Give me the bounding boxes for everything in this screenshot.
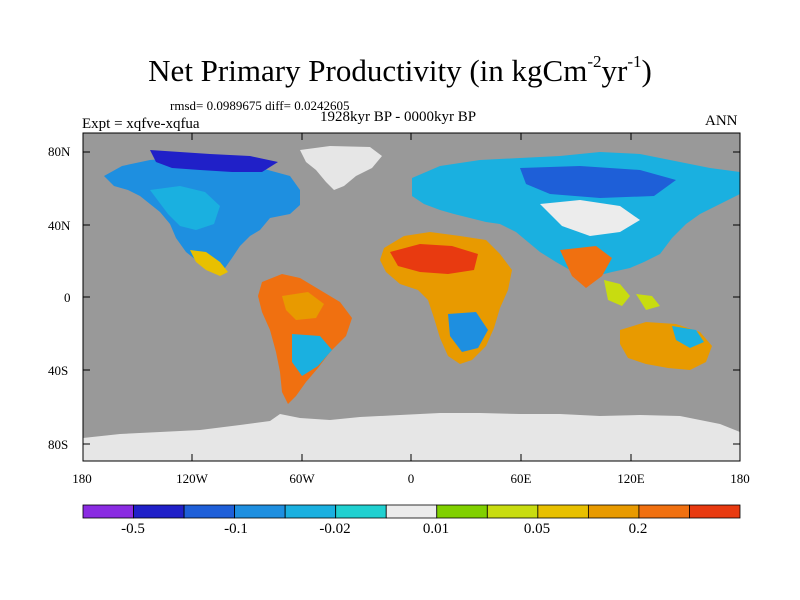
southern-cone-anomaly bbox=[292, 334, 332, 376]
antarctica-landmass bbox=[83, 413, 740, 461]
colorbar-swatch-11 bbox=[638, 504, 690, 519]
colorbar-swatch-12 bbox=[689, 504, 741, 519]
central-asia-anomaly bbox=[540, 200, 640, 236]
time-period-label: 1928kyr BP - 0000kyr BP bbox=[320, 109, 477, 125]
axis-ticks bbox=[82, 133, 741, 461]
colorbar-label-0-05: 0.05 bbox=[523, 521, 551, 537]
x-tick-label-60w: 60W bbox=[289, 471, 315, 486]
southern-africa-anomaly bbox=[448, 312, 488, 352]
experiment-label: Expt = xqfve-xqfua bbox=[82, 116, 200, 132]
x-tick-label-120w: 120W bbox=[176, 471, 208, 486]
colorbar-label-0-01: 0.01 bbox=[422, 521, 450, 537]
greenland-landmass bbox=[300, 146, 382, 190]
colorbar-label-neg-0-5: -0.5 bbox=[121, 521, 145, 537]
sahara-anomaly bbox=[390, 244, 478, 274]
x-tick-label-60e: 60E bbox=[510, 471, 532, 486]
colorbar-swatch-5 bbox=[335, 504, 387, 519]
colorbar-swatch-6 bbox=[385, 504, 438, 519]
rmsd-diff-stats: rmsd= 0.0989675 diff= 0.0242605 bbox=[170, 98, 350, 113]
x-tick-label-0: 0 bbox=[407, 471, 415, 486]
colorbar-swatch-2 bbox=[183, 504, 236, 519]
colorbar-swatch-9 bbox=[537, 504, 589, 519]
y-tick-label-80n: 80N bbox=[48, 144, 71, 159]
colorbar bbox=[82, 504, 741, 519]
colorbar-swatch-4 bbox=[284, 504, 337, 519]
x-tick-label-180w: 180 bbox=[72, 471, 92, 486]
colorbar-swatch-8 bbox=[486, 504, 539, 519]
y-tick-label-40s: 40S bbox=[48, 363, 69, 378]
season-label: ANN bbox=[705, 113, 738, 129]
colorbar-swatch-3 bbox=[234, 504, 286, 519]
map-title: Net Primary Productivity (in kgCm-2yr-1) bbox=[148, 52, 652, 88]
mexico-anomaly bbox=[190, 250, 228, 276]
india-anomaly bbox=[560, 246, 612, 288]
y-tick-label-0: 0 bbox=[64, 290, 71, 305]
southeast-asia-islands bbox=[604, 280, 660, 310]
colorbar-label-neg-0-02: -0.02 bbox=[319, 521, 351, 537]
colorbar-label-neg-0-1: -0.1 bbox=[224, 521, 248, 537]
colorbar-swatch-1 bbox=[133, 504, 185, 519]
north-america-west-anomaly bbox=[150, 186, 220, 230]
colorbar-swatch-10 bbox=[587, 504, 640, 519]
x-tick-label-120e: 120E bbox=[617, 471, 645, 486]
colorbar-swatch-0 bbox=[82, 504, 134, 519]
australia-east-anomaly bbox=[672, 326, 704, 348]
siberia-anomaly bbox=[520, 166, 676, 198]
canada-anomaly bbox=[150, 150, 278, 172]
amazon-anomaly bbox=[282, 292, 324, 320]
y-tick-label-40n: 40N bbox=[48, 218, 71, 233]
colorbar-swatch-7 bbox=[436, 504, 488, 519]
x-tick-label-180e: 180 bbox=[730, 471, 750, 486]
y-tick-label-80s: 80S bbox=[48, 437, 69, 452]
colorbar-label-0-2: 0.2 bbox=[628, 521, 648, 537]
